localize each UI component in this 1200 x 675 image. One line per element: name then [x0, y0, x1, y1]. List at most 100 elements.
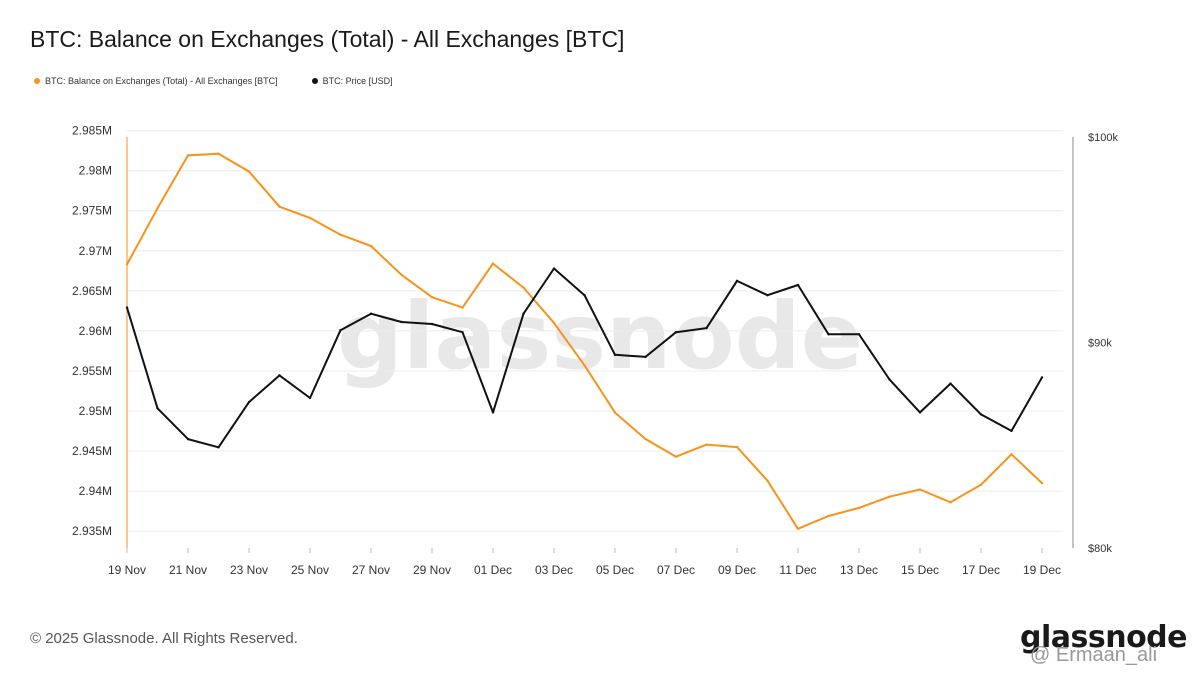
price-point[interactable] [979, 413, 983, 416]
price-point[interactable] [735, 279, 739, 283]
balance-point[interactable] [857, 506, 861, 510]
chart-title: BTC: Balance on Exchanges (Total) - All … [30, 26, 625, 52]
balance-point[interactable] [583, 364, 586, 367]
x-tick-label: 01 Dec [474, 563, 512, 577]
x-tick-label: 29 Nov [413, 563, 451, 577]
left-tick-label: 2.975M [72, 204, 112, 218]
price-point[interactable] [461, 331, 464, 334]
balance-point[interactable] [705, 443, 708, 446]
balance-point[interactable] [156, 207, 159, 210]
balance-point[interactable] [217, 152, 220, 156]
balance-point[interactable] [125, 263, 129, 266]
price-point[interactable] [308, 396, 312, 400]
price-point[interactable] [125, 306, 129, 309]
x-tick-label: 19 Nov [108, 563, 146, 577]
price-point[interactable] [613, 353, 617, 357]
legend-item-balance[interactable]: BTC: Balance on Exchanges (Total) - All … [34, 76, 278, 86]
balance-point[interactable] [308, 216, 312, 220]
x-tick-label: 13 Dec [840, 563, 878, 577]
right-tick-label: $80k [1088, 543, 1112, 555]
balance-point[interactable] [918, 488, 922, 491]
legend: BTC: Balance on Exchanges (Total) - All … [34, 76, 393, 86]
price-point[interactable] [674, 331, 678, 334]
balance-point[interactable] [735, 445, 739, 449]
x-tick-label: 15 Dec [901, 563, 939, 577]
price-point[interactable] [430, 322, 434, 326]
x-tick-label: 11 Dec [779, 563, 816, 577]
balance-point[interactable] [796, 527, 800, 530]
left-tick-label: 2.935M [72, 524, 112, 538]
balance-point[interactable] [186, 154, 190, 157]
balance-point[interactable] [339, 233, 342, 236]
x-tick-label: 19 Dec [1023, 563, 1061, 577]
price-point[interactable] [339, 328, 342, 332]
x-tick-label: 17 Dec [962, 563, 1000, 577]
price-point[interactable] [217, 446, 220, 449]
price-point[interactable] [247, 400, 251, 404]
balance-point[interactable] [247, 170, 251, 173]
price-point[interactable] [949, 382, 952, 385]
balance-point[interactable] [613, 411, 617, 414]
balance-point[interactable] [369, 244, 373, 248]
price-point[interactable] [888, 378, 891, 381]
balance-point[interactable] [949, 501, 952, 504]
left-tick-label: 2.945M [72, 444, 112, 458]
price-point[interactable] [1010, 429, 1013, 433]
balance-point[interactable] [979, 483, 983, 486]
legend-swatch-price [311, 78, 318, 84]
x-tick-label: 05 Dec [596, 563, 634, 577]
legend-label-price: BTC: Price [USD] [322, 76, 393, 86]
x-tick-label: 23 Nov [230, 563, 268, 577]
right-tick-label: $100k [1088, 132, 1118, 144]
price-point[interactable] [1040, 376, 1044, 379]
x-tick-label: 21 Nov [169, 563, 207, 577]
left-tick-label: 2.965M [72, 284, 112, 298]
left-tick-label: 2.98M [79, 164, 112, 178]
author-credit: @ Ermaan_ali [1030, 644, 1158, 666]
legend-label-balance: BTC: Balance on Exchanges (Total) - All … [45, 76, 278, 86]
balance-point[interactable] [491, 262, 495, 265]
x-tick-label: 03 Dec [535, 563, 573, 577]
price-point[interactable] [705, 326, 708, 330]
price-point[interactable] [796, 283, 800, 287]
balance-point[interactable] [552, 321, 556, 325]
balance-point[interactable] [400, 273, 403, 277]
balance-point[interactable] [766, 479, 769, 482]
price-point[interactable] [552, 267, 556, 270]
grid-layer [127, 130, 1063, 532]
price-point[interactable] [186, 437, 190, 441]
balance-point[interactable] [674, 455, 678, 458]
price-point[interactable] [918, 411, 922, 414]
price-point[interactable] [491, 411, 495, 414]
price-point[interactable] [644, 355, 647, 359]
balance-point[interactable] [278, 205, 281, 208]
balance-point[interactable] [522, 286, 525, 289]
axis-layer: 2.935M 2.94M 2.945M 2.95M 2.955M 2.96M 2.965M 2… [72, 124, 1119, 577]
price-point[interactable] [522, 312, 525, 315]
legend-item-price[interactable]: BTC: Price [USD] [311, 76, 393, 86]
price-point[interactable] [369, 312, 373, 315]
price-point[interactable] [766, 294, 769, 297]
balance-point[interactable] [430, 296, 434, 299]
balance-point[interactable] [888, 495, 891, 498]
price-point[interactable] [827, 333, 830, 336]
balance-point[interactable] [827, 514, 830, 518]
price-point[interactable] [857, 333, 861, 336]
left-tick-label: 2.955M [72, 364, 112, 378]
balance-point[interactable] [1040, 481, 1044, 485]
balance-point[interactable] [1010, 453, 1013, 456]
balance-point[interactable] [644, 437, 647, 441]
left-tick-label: 2.96M [79, 324, 112, 338]
price-point[interactable] [156, 407, 159, 410]
price-point[interactable] [400, 320, 403, 324]
price-point[interactable] [278, 374, 281, 377]
balance-point[interactable] [461, 306, 464, 309]
x-tick-label: 27 Nov [352, 563, 390, 577]
left-tick-label: 2.94M [79, 484, 112, 498]
glassnode-logo: glassnode [1020, 620, 1188, 655]
left-tick-label: 2.95M [79, 404, 112, 418]
price-point[interactable] [583, 294, 586, 297]
right-tick-label: $90k [1088, 338, 1112, 350]
x-tick-label: 25 Nov [291, 563, 329, 577]
copyright-text: © 2025 Glassnode. All Rights Reserved. [30, 630, 298, 647]
